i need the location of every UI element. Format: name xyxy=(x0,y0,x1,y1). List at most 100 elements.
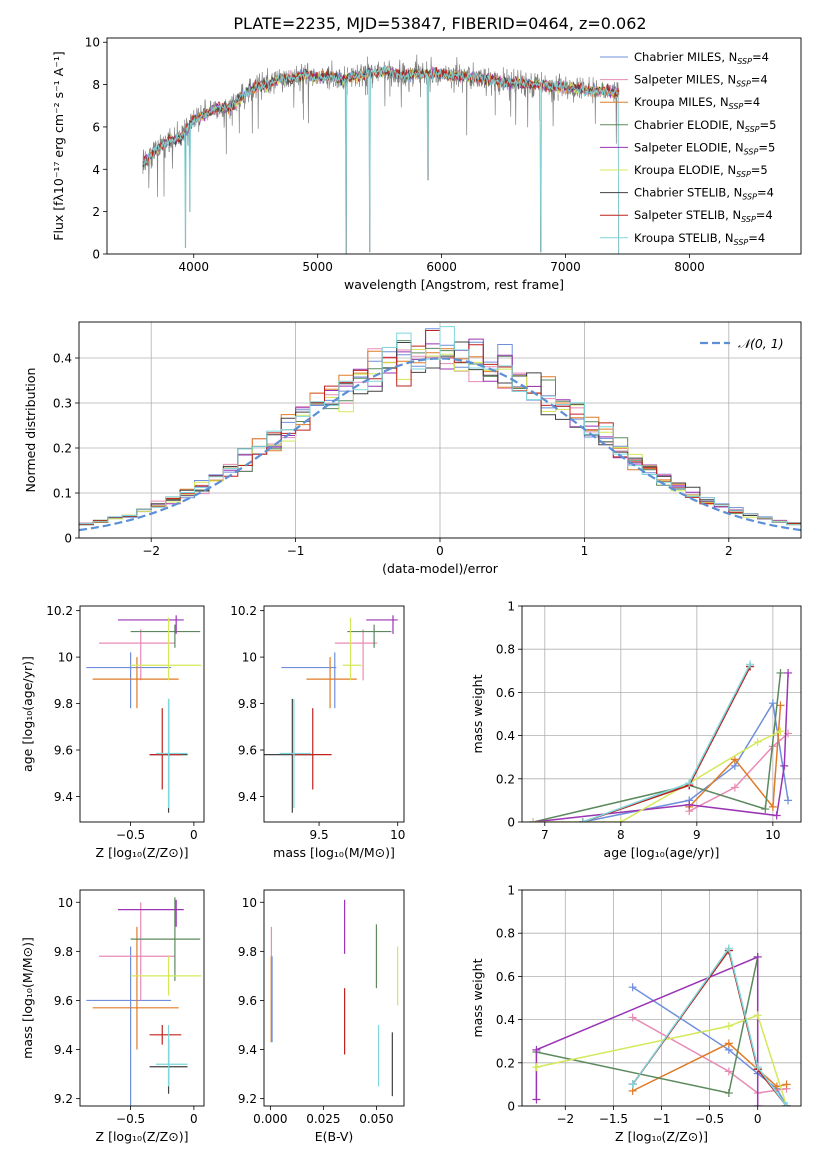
y-tick-label: 0.2 xyxy=(496,1056,515,1070)
y-tick-label: 0.6 xyxy=(496,686,515,700)
panel-ebv_mass: 0.000 0.025 0.050 9.2 9.4 9.6 9.8 10 E(B-V) xyxy=(238,889,405,1144)
legend-label-tail: =5 xyxy=(760,118,777,132)
legend-label-sub: SSP xyxy=(741,215,756,224)
weight-marker xyxy=(685,800,694,809)
axes-frame xyxy=(106,37,802,255)
weight-marker xyxy=(768,699,777,708)
legend-label: Kroupa MILES, NSSP=4 xyxy=(634,95,760,111)
weight-marker xyxy=(529,818,538,822)
x-tick-label: 0.000 xyxy=(253,1112,287,1126)
model-spectrum-line xyxy=(142,66,620,254)
y-tick-label: 0.4 xyxy=(53,352,72,366)
axes-frame xyxy=(79,889,205,1107)
legend-label: Kroupa ELODIE, NSSP=5 xyxy=(634,163,768,179)
x-tick-label: 7 xyxy=(541,828,549,842)
x-axis-label: E(B-V) xyxy=(315,1129,354,1144)
plot-area xyxy=(522,890,801,1106)
legend-label-sub: SSP xyxy=(737,57,752,66)
x-axis-label: Z [log₁₀(Z/Z⊙)] xyxy=(96,1129,189,1144)
y-tick-label: 10 xyxy=(85,36,100,50)
y-tick-label: 6 xyxy=(92,120,100,134)
legend-label: Chabrier MILES, NSSP=4 xyxy=(634,50,769,66)
legend-label-main: Kroupa STELIB, N xyxy=(634,231,734,245)
panel-age_weight: 7 8 9 10 0 0.2 0.4 0.6 0.8 1 age [log₁₀(age/yr)] ma… xyxy=(470,600,802,860)
legend-label-main: Salpeter MILES, N xyxy=(634,73,736,87)
weight-line xyxy=(533,672,782,822)
legend-label-tail: =5 xyxy=(751,163,768,177)
weight-marker xyxy=(776,668,785,677)
axes-frame xyxy=(521,605,802,823)
weight-marker xyxy=(780,761,789,770)
weight-marker xyxy=(746,660,755,669)
legend-label: Kroupa STELIB, NSSP=4 xyxy=(634,231,765,247)
x-axis-label: Z [log₁₀(Z/Z⊙)] xyxy=(615,1129,708,1144)
figure-title: PLATE=2235, MJD=53847, FIBERID=0464, z=0… xyxy=(233,14,646,33)
weight-marker xyxy=(753,1063,762,1072)
x-tick-label: −2 xyxy=(556,1112,574,1126)
x-tick-label: −0.5 xyxy=(116,828,145,842)
histogram-step xyxy=(79,326,801,526)
plot-area xyxy=(264,615,398,813)
y-tick-label: 9.8 xyxy=(54,945,73,959)
weight-marker xyxy=(730,755,739,764)
legend-label: Chabrier ELODIE, NSSP=5 xyxy=(634,118,776,134)
x-tick-label: 0 xyxy=(190,1112,198,1126)
y-tick-label: 9.6 xyxy=(238,994,257,1008)
x-tick-label: 4000 xyxy=(178,260,209,274)
y-tick-label: 0.2 xyxy=(496,772,515,786)
y-tick-label: 0 xyxy=(64,532,72,546)
legend-label-tail: =4 xyxy=(751,73,768,87)
y-axis-label: mass weight xyxy=(470,958,485,1037)
y-tick-label: 10 xyxy=(58,896,73,910)
x-tick-label: 0 xyxy=(436,544,444,558)
legend-label-sub: SSP xyxy=(745,125,760,134)
weight-line xyxy=(582,663,751,822)
weight-marker xyxy=(724,1039,733,1048)
weight-marker xyxy=(784,668,793,677)
x-tick-label: 7000 xyxy=(550,260,581,274)
weight-marker xyxy=(753,952,762,961)
y-tick-label: 0.6 xyxy=(496,970,515,984)
weight-line xyxy=(582,666,751,822)
legend-label-tail: =4 xyxy=(748,231,765,245)
legend-label-sub: SSP xyxy=(744,147,759,156)
legend-label-sub: SSP xyxy=(736,80,751,89)
y-tick-label: 9.8 xyxy=(238,945,257,959)
y-tick-label: 0.4 xyxy=(496,729,515,743)
y-tick-label: 9.2 xyxy=(238,1092,257,1106)
weight-marker xyxy=(628,1013,637,1022)
weight-marker xyxy=(753,1011,762,1020)
x-tick-label: −1 xyxy=(653,1112,671,1126)
weight-marker xyxy=(753,1102,762,1106)
y-tick-label: 9.2 xyxy=(54,1092,73,1106)
legend-label: Salpeter STELIB, NSSP=4 xyxy=(634,208,773,224)
x-tick-label: 10 xyxy=(765,828,780,842)
plot-area xyxy=(142,54,620,254)
weight-marker xyxy=(761,805,770,814)
legend-label-main: Chabrier ELODIE, N xyxy=(634,118,745,132)
axes-frame xyxy=(521,889,802,1107)
x-tick-label: 2 xyxy=(725,544,733,558)
weight-marker xyxy=(724,944,733,953)
legend-label-tail: =4 xyxy=(756,208,773,222)
legend-label: Salpeter MILES, NSSP=4 xyxy=(634,73,768,89)
y-tick-label: 0.2 xyxy=(53,442,72,456)
y-tick-label: 9.8 xyxy=(54,697,73,711)
histogram-step xyxy=(79,341,801,525)
y-tick-label: 0.1 xyxy=(53,487,72,501)
x-tick-label: 9 xyxy=(693,828,701,842)
y-axis-label: age [log₁₀(age/yr)] xyxy=(20,656,35,772)
y-tick-label: 0.4 xyxy=(496,1013,515,1027)
weight-marker xyxy=(532,1045,541,1054)
y-tick-label: 8 xyxy=(92,78,100,92)
legend-label-main: Chabrier STELIB, N xyxy=(634,186,742,200)
weight-marker xyxy=(628,1080,637,1089)
y-tick-label: 9.8 xyxy=(238,697,257,711)
panel-z_mass: −0.5 0 9.2 9.4 9.6 9.8 10 Z [log₁₀(Z/Z⊙)] mass [… xyxy=(20,889,205,1144)
weight-marker xyxy=(730,783,739,792)
weight-marker xyxy=(782,1102,791,1106)
legend-label-sub: SSP xyxy=(742,193,757,202)
weight-line xyxy=(535,955,759,1106)
plot-area xyxy=(270,899,399,1097)
weight-marker xyxy=(768,802,777,811)
